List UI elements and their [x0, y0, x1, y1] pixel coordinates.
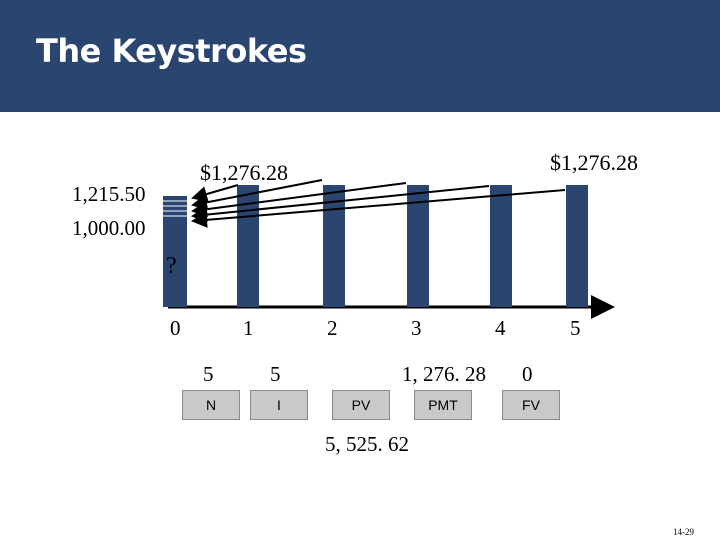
period-label-1: 1 — [243, 316, 254, 340]
pmt-key[interactable]: PMT — [414, 390, 472, 420]
pmt-value: 1, 276. 28 — [402, 362, 486, 386]
future-value-label-right: $1,276.28 — [550, 150, 638, 175]
period-label-4: 4 — [495, 316, 506, 340]
unknown-value-label: ? — [166, 253, 177, 279]
future-value-label-left: $1,276.28 — [200, 160, 288, 185]
period-label-3: 3 — [411, 316, 422, 340]
period-label-0: 0 — [170, 316, 181, 340]
discount-arrow-3 — [191, 182, 407, 218]
n-value: 5 — [203, 362, 214, 386]
discount-arrow-2 — [191, 179, 323, 211]
fv-value: 0 — [522, 362, 533, 386]
pv-key[interactable]: PV — [332, 390, 390, 420]
fv-key[interactable]: FV — [502, 390, 560, 420]
i-value: 5 — [270, 362, 281, 386]
cash-flow-bar-4 — [490, 185, 512, 307]
discount-arrow-5 — [191, 189, 566, 228]
pv-result: 5, 525. 62 — [325, 432, 409, 456]
period-label-2: 2 — [327, 316, 338, 340]
header-banner: The Keystrokes — [0, 0, 720, 112]
page-title: The Keystrokes — [36, 32, 307, 70]
slide-number: 14-29 — [673, 527, 694, 537]
cash-flow-bar-2 — [323, 185, 345, 307]
cash-flow-bar-3 — [407, 185, 429, 307]
present-value-bar — [163, 222, 187, 307]
discount-arrow-1 — [191, 184, 239, 202]
cash-flow-bar-5 — [566, 185, 588, 307]
stack-label-top: 1,215.50 — [72, 182, 146, 206]
stacked-value-bar — [163, 196, 187, 222]
discount-arrow-4 — [191, 185, 490, 223]
stack-label-bottom: 1,000.00 — [72, 216, 146, 240]
period-label-5: 5 — [570, 316, 581, 340]
i-key[interactable]: I — [250, 390, 308, 420]
n-key[interactable]: N — [182, 390, 240, 420]
